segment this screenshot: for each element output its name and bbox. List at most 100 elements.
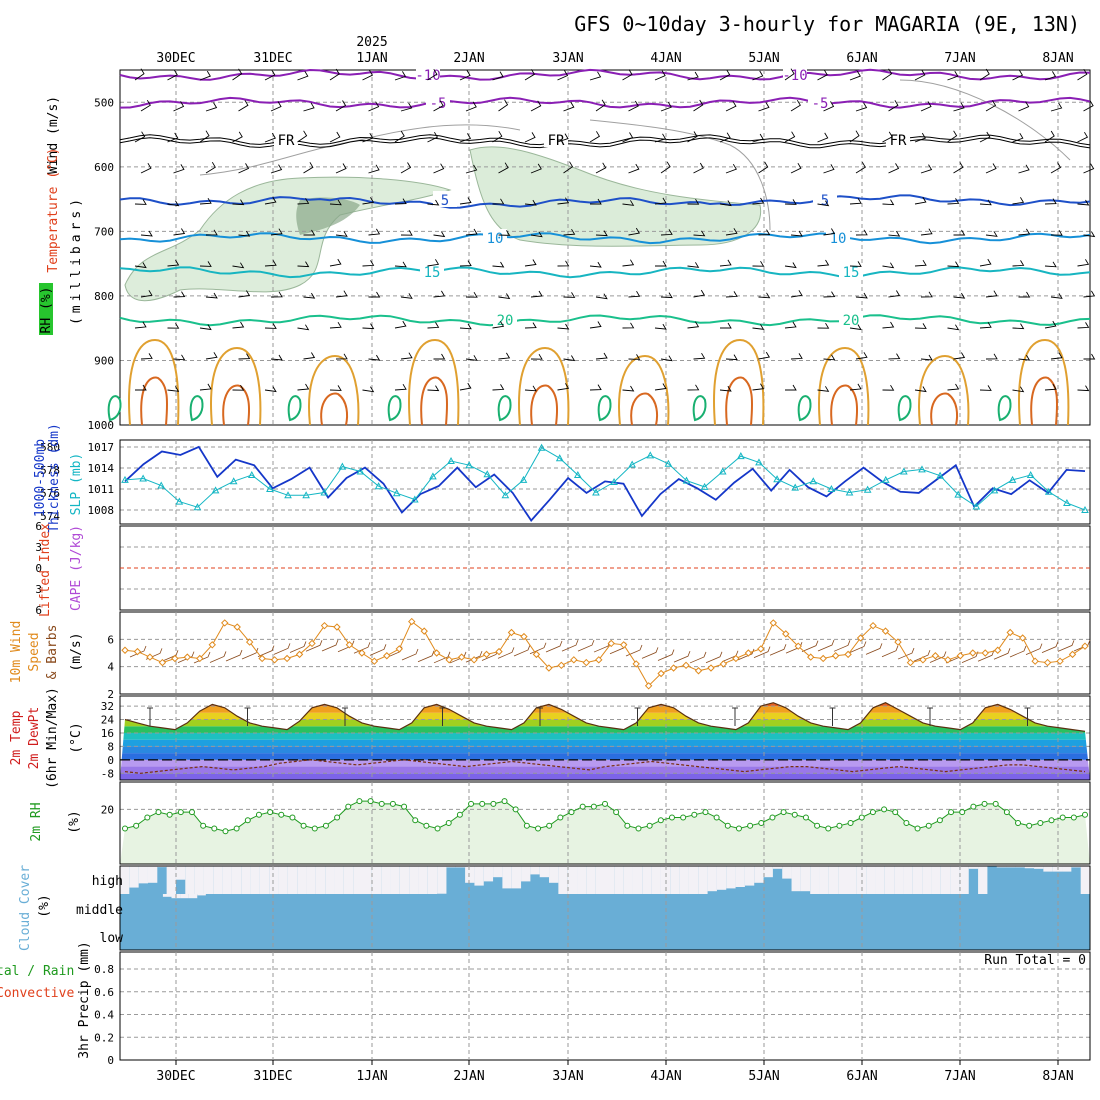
- temp-maxmin-bar: [342, 707, 348, 726]
- wind-barb: [719, 132, 731, 143]
- slp-marker: [175, 497, 184, 505]
- rh-green-loop: [797, 395, 812, 422]
- temp-maxmin-bar: [634, 707, 641, 726]
- rh2m-marker: [814, 822, 821, 829]
- rh2m-marker: [222, 828, 229, 835]
- slp-tick-label: 1014: [88, 462, 115, 475]
- wind-barb: [979, 258, 992, 267]
- wind-barb: [264, 69, 276, 81]
- isotherm-label: -5: [812, 96, 829, 112]
- wind-barb: [1050, 293, 1063, 299]
- wind-barb: [557, 197, 570, 205]
- wind10-marker: [482, 650, 491, 659]
- wind-barb: [368, 354, 381, 361]
- wind-barb: [173, 101, 185, 112]
- bottom-day-label: 1JAN: [356, 1069, 387, 1084]
- wind10-marker: [158, 658, 167, 667]
- temp-band: [120, 773, 1090, 780]
- wind-barb: [817, 259, 830, 267]
- slp-marker: [646, 451, 655, 459]
- wind10-barb: [705, 651, 723, 664]
- wind-barb: [1077, 68, 1088, 81]
- wind-barb: [628, 100, 639, 112]
- cloud-high-bar: [241, 866, 251, 894]
- temp-loop-30: [725, 376, 753, 426]
- wind10-marker: [445, 656, 453, 664]
- rh2m-marker: [936, 817, 943, 824]
- cloud-high-bar: [1006, 866, 1016, 868]
- wind-barb: [920, 291, 933, 298]
- wind-barb: [557, 70, 569, 81]
- wind-barb: [790, 99, 801, 112]
- slp-marker: [284, 491, 292, 499]
- wind10-marker: [595, 656, 603, 664]
- cloud-mid-bar: [188, 894, 198, 899]
- slp-marker: [610, 477, 618, 485]
- wind10-marker: [470, 656, 478, 664]
- cloud-high-bar: [483, 866, 494, 882]
- wind10-marker: [1006, 628, 1014, 637]
- wind-barb: [459, 197, 472, 205]
- cloud-high-bar: [129, 866, 139, 888]
- cloud-high-bar: [511, 866, 522, 889]
- temp2m-frame: [119, 695, 1091, 781]
- temperature-label: Temperature (°C): [46, 147, 61, 272]
- wind-barb: [134, 262, 147, 269]
- wind-barb: [1018, 354, 1031, 361]
- wind-barb: [914, 259, 927, 267]
- slp-marker: [356, 467, 365, 475]
- li-tick-label: 3: [35, 541, 42, 554]
- rh-shade-1-core: [296, 197, 360, 235]
- wind10-barb: [593, 640, 611, 653]
- wind10-marker: [420, 627, 428, 635]
- slp-marker: [900, 467, 908, 475]
- wind-barb: [1083, 290, 1096, 298]
- wind10-marker: [146, 653, 154, 661]
- isotherm-label: FR: [278, 133, 295, 149]
- wind-barb: [368, 291, 381, 298]
- wind10-marker: [1043, 658, 1052, 667]
- rh-label: RH (%): [39, 287, 54, 334]
- wind-barb: [888, 230, 901, 237]
- wind-barb: [492, 198, 505, 205]
- cloud-high-bar: [735, 866, 745, 887]
- wind-barb: [303, 102, 315, 112]
- thickness-tick-label: 578: [40, 464, 60, 477]
- wind-barb: [362, 323, 375, 330]
- cloud-high-bar: [409, 866, 419, 894]
- wind-barb: [628, 354, 641, 360]
- wind-barb: [400, 102, 413, 112]
- rh2m-marker: [802, 814, 809, 821]
- wind-barb: [785, 384, 797, 391]
- rh-green-loop: [692, 395, 707, 422]
- wind-barb: [1018, 164, 1030, 174]
- isotherm-label: 15: [843, 265, 860, 281]
- cloud-high-bar: [828, 866, 839, 894]
- slp-label: SLP (mb): [69, 453, 84, 516]
- top-day-label: 3JAN: [552, 51, 583, 66]
- wind-barb: [1018, 228, 1031, 236]
- slp-marker: [773, 475, 781, 483]
- wind-barb: [687, 321, 700, 329]
- wind-barb: [400, 352, 413, 360]
- wind-barb: [199, 130, 210, 143]
- wind-barb: [427, 199, 440, 206]
- slp-marker: [266, 484, 274, 492]
- cloud-high-bar: [978, 866, 988, 894]
- temp2m-unit: (°C): [69, 722, 84, 753]
- thickness-label: 1000-500mb: [33, 439, 48, 517]
- wind10-barb: [577, 639, 595, 652]
- precip-panel: 0 0.2 0.4 0.6 0.8: [94, 951, 1091, 1067]
- cloud-high-bar: [381, 866, 391, 894]
- wind10-marker: [196, 654, 204, 663]
- rh2m-marker: [512, 806, 519, 813]
- precip-tick-label: 0: [107, 1054, 114, 1067]
- slp-marker: [954, 490, 963, 498]
- wind-barb: [882, 321, 895, 329]
- temp-maxmin-bar: [439, 707, 446, 726]
- isotherm-label-bg: [493, 311, 517, 327]
- wind10-marker: [283, 654, 291, 663]
- wind10-label-3: & Barbs: [45, 625, 60, 680]
- wind-barb: [173, 291, 186, 298]
